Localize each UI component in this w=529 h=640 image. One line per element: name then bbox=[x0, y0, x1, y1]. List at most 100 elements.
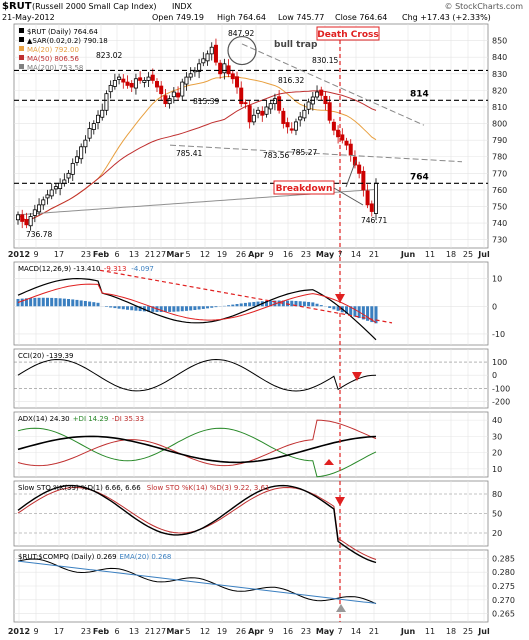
x-tick-label: 6 bbox=[114, 250, 119, 259]
y-tick-label: 80 bbox=[492, 490, 502, 499]
macd-histogram-bar bbox=[79, 300, 83, 307]
macd-histogram-bar bbox=[109, 306, 113, 308]
x-tick-label: 9 bbox=[33, 627, 38, 636]
candle-body bbox=[277, 96, 282, 111]
macd-histogram-bar bbox=[298, 301, 302, 307]
y-tick-label: -100 bbox=[492, 384, 510, 393]
x-tick-label: Apr bbox=[248, 627, 264, 636]
candle-body bbox=[289, 128, 294, 131]
breakdown-pointer bbox=[333, 187, 364, 206]
macd-histogram-bar bbox=[277, 300, 281, 307]
macd-histogram-bar bbox=[37, 297, 41, 307]
cci-line bbox=[17, 358, 377, 392]
candle-body bbox=[340, 134, 345, 141]
candle-body bbox=[112, 80, 117, 87]
candle-body bbox=[91, 123, 96, 130]
exchange: INDX bbox=[172, 2, 192, 11]
x-tick-label: 13 bbox=[129, 250, 139, 259]
macd-histogram-bar bbox=[231, 304, 235, 307]
x-tick-label: May bbox=[316, 627, 335, 636]
candle-body bbox=[171, 91, 176, 98]
y-tick-label: 810 bbox=[492, 103, 507, 112]
macd-histogram-bar bbox=[16, 298, 20, 307]
candle-body bbox=[125, 81, 130, 86]
macd-histogram-bar bbox=[176, 306, 180, 312]
x-tick-label: May bbox=[316, 250, 335, 259]
macd-arrow bbox=[335, 294, 345, 303]
panel-legend: Slow STO %K(39) %D(1) 6.66, 6.66 bbox=[18, 484, 141, 492]
macd-histogram-bar bbox=[193, 306, 197, 310]
candle-body bbox=[180, 81, 185, 97]
y-tick-label: 770 bbox=[492, 169, 507, 178]
candle-body bbox=[331, 121, 336, 131]
legend-swatch bbox=[19, 46, 24, 51]
candle-body bbox=[235, 76, 240, 88]
macd-histogram-bar bbox=[290, 300, 294, 307]
y-tick-label: 10 bbox=[492, 275, 502, 284]
candle-body bbox=[87, 128, 92, 139]
candle-body bbox=[28, 216, 33, 227]
macd-histogram-bar bbox=[307, 301, 311, 307]
candle-body bbox=[201, 58, 206, 64]
macd-histogram-bar bbox=[172, 306, 176, 312]
candle-body bbox=[315, 91, 320, 98]
macd-histogram-bar bbox=[92, 302, 96, 307]
candle-body bbox=[256, 109, 261, 114]
breakdown-box bbox=[273, 180, 335, 195]
x-tick-label: 9 bbox=[33, 250, 38, 259]
x-tick-label: 11 bbox=[425, 250, 435, 259]
ratio-line bbox=[17, 558, 377, 605]
panel-legend: -DI 35.33 bbox=[112, 415, 144, 423]
macd-histogram-bar bbox=[62, 298, 66, 307]
x-tick-label: 6 bbox=[114, 627, 119, 636]
macd-histogram-bar bbox=[134, 306, 138, 311]
candle-body bbox=[197, 63, 202, 72]
macd-histogram-bar bbox=[83, 300, 87, 307]
x-tick-label: Jul bbox=[477, 250, 490, 259]
candle-body bbox=[96, 114, 101, 123]
candle-body bbox=[243, 102, 248, 105]
y-tick-label: 800 bbox=[492, 120, 507, 129]
x-tick-label: Jun bbox=[400, 627, 416, 636]
price-label: 823.02 bbox=[96, 51, 122, 60]
candle-body bbox=[361, 170, 366, 191]
price-label: 746.71 bbox=[361, 216, 387, 225]
x-tick-label: 25 bbox=[463, 250, 473, 259]
macd-histogram-bar bbox=[214, 306, 218, 308]
macd-line bbox=[17, 277, 377, 341]
candle-body bbox=[79, 146, 84, 160]
y-tick-label: 20 bbox=[492, 449, 502, 458]
candle-body bbox=[239, 87, 244, 105]
candle-body bbox=[129, 83, 134, 88]
panel-frame bbox=[13, 411, 489, 478]
candle-body bbox=[138, 77, 143, 81]
death-cross-label: Death Cross bbox=[317, 30, 378, 40]
price-label: 815.39 bbox=[193, 97, 219, 106]
candle-body bbox=[66, 172, 71, 179]
macd-histogram-bar bbox=[206, 306, 210, 309]
candle-body bbox=[226, 65, 231, 75]
x-tick-label: 25 bbox=[463, 627, 473, 636]
candle-body bbox=[70, 162, 75, 175]
cci-arrow bbox=[352, 372, 362, 381]
macd-histogram-bar bbox=[50, 297, 54, 307]
x-tick-label: Mar bbox=[166, 627, 183, 636]
adx-arrow bbox=[324, 459, 334, 465]
macd-histogram-bar bbox=[33, 297, 37, 307]
y-tick-label: 40 bbox=[492, 416, 502, 425]
y-tick-label: 100 bbox=[492, 358, 507, 367]
x-tick-label: Feb bbox=[93, 250, 110, 259]
macd-histogram-bar bbox=[349, 306, 353, 316]
y-tick-label: 730 bbox=[492, 236, 507, 245]
panel-legend: EMA(20) 0.268 bbox=[120, 553, 172, 561]
ratio-ema-line bbox=[17, 560, 377, 604]
y-tick-label: -200 bbox=[492, 397, 510, 406]
x-tick-label: 7 bbox=[337, 627, 342, 636]
candle-body bbox=[213, 44, 218, 63]
x-tick-label: 23 bbox=[81, 627, 91, 636]
macd-histogram-bar bbox=[345, 306, 349, 314]
candle-body bbox=[167, 98, 172, 105]
legend-swatch bbox=[19, 64, 24, 69]
macd-histogram-bar bbox=[67, 299, 71, 307]
candle-body bbox=[298, 116, 303, 121]
